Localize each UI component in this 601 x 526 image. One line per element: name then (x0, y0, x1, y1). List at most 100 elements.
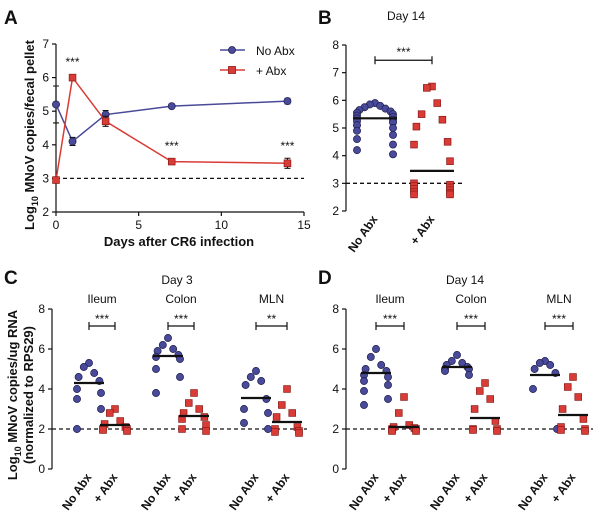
data-point-no-abx (152, 389, 160, 397)
data-point-abx (410, 190, 418, 199)
data-point-abx (283, 385, 291, 393)
category-label: + Abx (90, 470, 120, 505)
y-tick-label: 3 (42, 171, 49, 185)
data-point-no-abx (176, 373, 184, 381)
data-point-abx (123, 427, 131, 435)
panel-a-ylabel: Log10 MNoV copies/fecal pellet (22, 39, 40, 230)
y-tick-label: 0 (38, 462, 45, 476)
y-tick-label: 2 (332, 422, 339, 436)
y-tick-label: 5 (332, 121, 339, 135)
category-label: + Abx (262, 470, 292, 505)
category-label: No Abx (346, 470, 381, 512)
data-point-no-abx (389, 124, 397, 132)
data-point-abx (579, 415, 588, 423)
legend-no-abx-label: No Abx (256, 44, 295, 58)
significance-label: *** (280, 139, 294, 153)
data-point-abx (167, 157, 176, 166)
panel-letter-c: C (4, 268, 18, 289)
significance-label: *** (396, 45, 410, 59)
data-point-abx (68, 73, 77, 82)
data-point-no-abx (257, 377, 266, 385)
data-point-abx (558, 405, 567, 413)
data-point-no-abx (353, 135, 361, 144)
panel-a-line-chart: Log10 MNoV copies/fecal pellet Days afte… (22, 37, 311, 249)
data-point-no-abx (465, 371, 473, 379)
y-tick-label: 6 (38, 342, 45, 356)
data-point-no-abx (384, 373, 392, 381)
y-tick-label: 8 (38, 302, 45, 316)
significance-bracket (375, 322, 405, 330)
data-point-no-abx (447, 357, 456, 365)
data-point-abx (581, 427, 589, 435)
data-point-no-abx (384, 381, 392, 389)
data-point-no-abx (453, 351, 461, 359)
data-point-abx (202, 427, 210, 435)
category-label: No Abx (226, 470, 261, 512)
y-tick-label: 6 (42, 71, 49, 85)
significance-label: *** (95, 312, 109, 326)
data-point-abx (288, 409, 296, 417)
data-point-abx (52, 176, 60, 184)
category-label: No Abx (345, 212, 380, 254)
significance-label: *** (383, 312, 397, 326)
data-point-no-abx (52, 100, 60, 109)
data-point-no-abx (366, 353, 375, 361)
significance-bracket (88, 322, 116, 330)
data-point-abx (400, 393, 408, 401)
data-point-abx (101, 117, 110, 126)
y-tick-label: 8 (332, 38, 339, 52)
data-point-no-abx (167, 102, 176, 111)
y-tick-label: 4 (332, 149, 339, 163)
data-point-abx (412, 427, 420, 435)
data-point-no-abx (535, 359, 544, 367)
data-point-no-abx (360, 387, 368, 395)
data-point-abx (417, 110, 426, 118)
data-point-abx (433, 99, 441, 107)
y-tick-label: 4 (38, 382, 45, 396)
data-point-abx (195, 405, 203, 413)
tissue-label-ileum: Ileum (375, 292, 404, 306)
data-point-abx (388, 427, 396, 435)
y-tick-label: 6 (332, 342, 339, 356)
data-point-no-abx (360, 401, 368, 409)
category-label: + Abx (379, 470, 409, 505)
data-point-no-abx (240, 419, 248, 427)
data-point-abx (395, 409, 403, 417)
data-point-abx (574, 393, 582, 401)
data-point-no-abx (283, 97, 292, 106)
data-point-no-abx (264, 409, 272, 417)
tissue-label-ileum: Ileum (87, 292, 116, 306)
data-point-abx (446, 190, 454, 199)
data-point-abx (283, 159, 292, 168)
data-point-no-abx (246, 373, 255, 381)
data-point-abx (190, 389, 198, 397)
data-point-abx (446, 157, 454, 165)
category-label: No Abx (59, 470, 94, 512)
x-tick-label: 15 (297, 218, 311, 232)
data-point-abx (185, 399, 193, 407)
data-point-no-abx (240, 405, 248, 413)
data-point-no-abx (73, 425, 81, 433)
data-point-no-abx (546, 361, 555, 369)
y-tick-label: 4 (42, 138, 49, 152)
category-label: + Abx (169, 470, 199, 505)
data-point-no-abx (353, 126, 361, 135)
significance-label: *** (464, 312, 478, 326)
significance-bracket (167, 322, 195, 330)
significance-label: *** (174, 312, 188, 326)
panel-b-scatter: Day 14 2 3 4 5 6 7 8 No Abx + Abx *** (332, 9, 465, 255)
data-point-abx (469, 426, 477, 434)
data-point-no-abx (68, 137, 77, 146)
data-point-abx (423, 84, 431, 92)
panel-c-scatter: Day 3 Log10 MNoV copies/ug RNA (normaliz… (5, 273, 307, 513)
data-point-no-abx (90, 369, 99, 377)
category-label: + Abx (460, 470, 490, 505)
data-point-abx (470, 405, 479, 413)
significance-label: *** (552, 312, 566, 326)
data-point-no-abx (377, 361, 386, 369)
y-tick-label: 7 (42, 37, 49, 51)
data-point-abx (295, 429, 303, 437)
data-point-no-abx (389, 140, 397, 149)
y-axis: 0 2 4 6 8 (38, 302, 53, 476)
